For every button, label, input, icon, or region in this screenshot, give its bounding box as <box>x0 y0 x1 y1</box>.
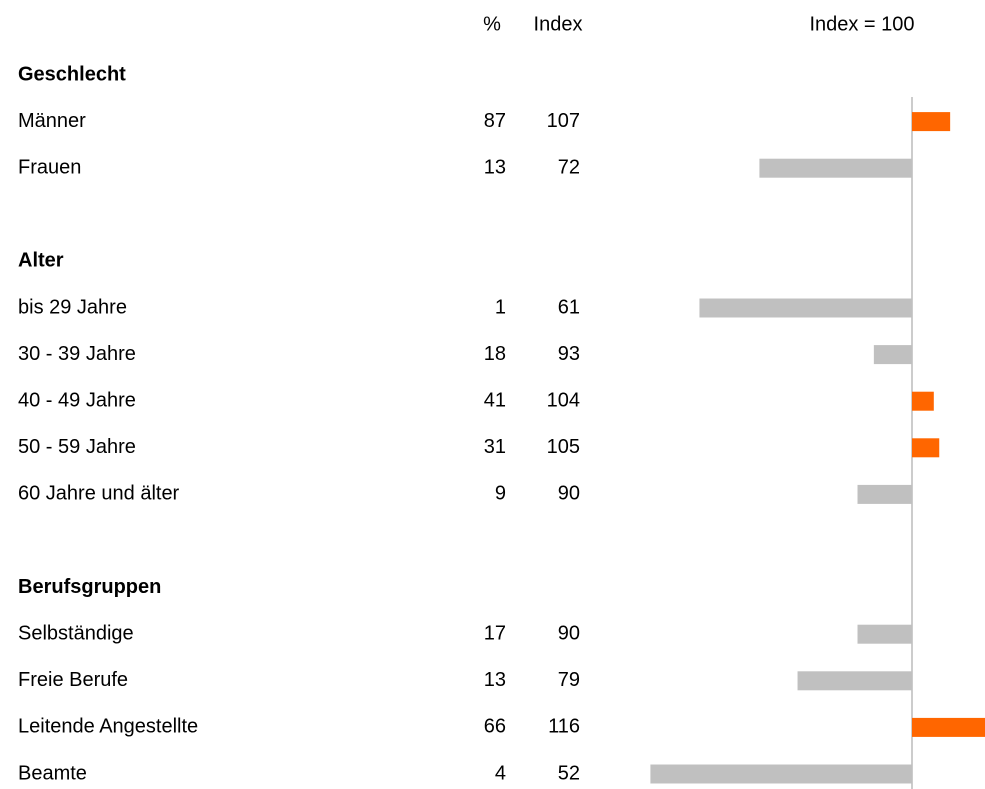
pct-value: 41 <box>484 389 506 411</box>
row-label: Frauen <box>18 156 81 178</box>
row-label: Freie Berufe <box>18 669 128 691</box>
bar <box>650 764 912 784</box>
row-label: Selbständige <box>18 622 134 644</box>
baseline-label: Index = 100 <box>809 13 914 35</box>
index-value: 116 <box>548 716 580 738</box>
bar <box>873 345 912 365</box>
index-value: 52 <box>558 762 580 784</box>
bar <box>699 298 912 318</box>
bar <box>912 717 985 737</box>
index-value: 104 <box>547 389 580 411</box>
pct-value: 66 <box>484 716 506 738</box>
pct-value: 18 <box>484 343 506 365</box>
pct-value: 17 <box>484 622 506 644</box>
bar <box>912 391 934 411</box>
row-label: 60 Jahre und älter <box>18 483 180 505</box>
pct-value: 4 <box>495 762 506 784</box>
pct-value: 9 <box>495 483 506 505</box>
group-title: Geschlecht <box>18 63 126 85</box>
row-label: 40 - 49 Jahre <box>18 389 136 411</box>
pct-value: 13 <box>484 669 506 691</box>
pct-value: 87 <box>484 110 506 132</box>
index-value: 90 <box>558 483 580 505</box>
pct-value: 13 <box>484 156 506 178</box>
pct-header: % <box>483 13 501 35</box>
bar <box>912 112 951 132</box>
row-label: 50 - 59 Jahre <box>18 436 136 458</box>
bar <box>759 158 912 178</box>
index-value: 61 <box>558 296 580 318</box>
group-title: Berufsgruppen <box>18 576 161 598</box>
index-value: 105 <box>547 436 580 458</box>
bar <box>912 438 940 458</box>
row-label: bis 29 Jahre <box>18 296 127 318</box>
index-value: 72 <box>558 156 580 178</box>
index-value: 93 <box>558 343 580 365</box>
bar <box>857 484 912 504</box>
index-value: 79 <box>558 669 580 691</box>
row-label: Männer <box>18 110 86 132</box>
row-label: Beamte <box>18 762 87 784</box>
group-title: Alter <box>18 250 64 272</box>
bar <box>797 671 912 691</box>
bar <box>857 624 912 644</box>
pct-value: 1 <box>495 296 506 318</box>
index-header: Index <box>534 13 583 35</box>
row-label: Leitende Angestellte <box>18 716 198 738</box>
index-value: 90 <box>558 622 580 644</box>
pct-value: 31 <box>484 436 506 458</box>
index-value: 107 <box>547 110 580 132</box>
row-label: 30 - 39 Jahre <box>18 343 136 365</box>
